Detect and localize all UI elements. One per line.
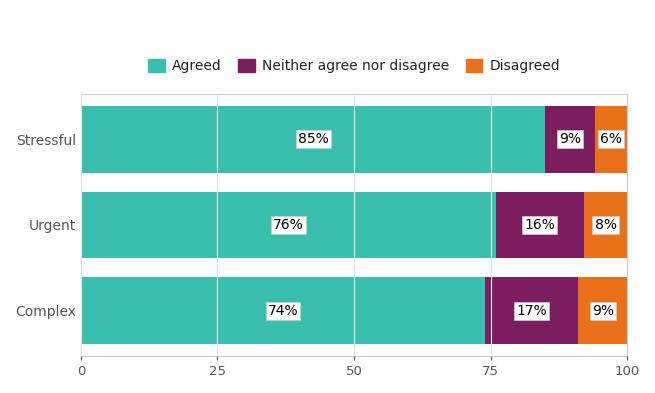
Bar [81,106,546,173]
Text: 74%: 74% [268,304,299,318]
Bar [496,191,584,258]
Legend: Agreed, Neither agree nor disagree, Disagreed: Agreed, Neither agree nor disagree, Disa… [143,54,565,79]
Text: 8%: 8% [595,218,616,232]
Bar [584,191,627,258]
Text: 9%: 9% [559,132,581,146]
Text: 85%: 85% [298,132,329,146]
Text: 17%: 17% [516,304,547,318]
Bar [546,106,595,173]
Text: 6%: 6% [600,132,622,146]
Bar [81,277,485,344]
Bar [578,277,627,344]
Text: 16%: 16% [525,218,555,232]
Text: 76%: 76% [273,218,304,232]
Bar [81,191,496,258]
Bar [595,106,627,173]
Text: 9%: 9% [591,304,614,318]
Bar [485,277,578,344]
